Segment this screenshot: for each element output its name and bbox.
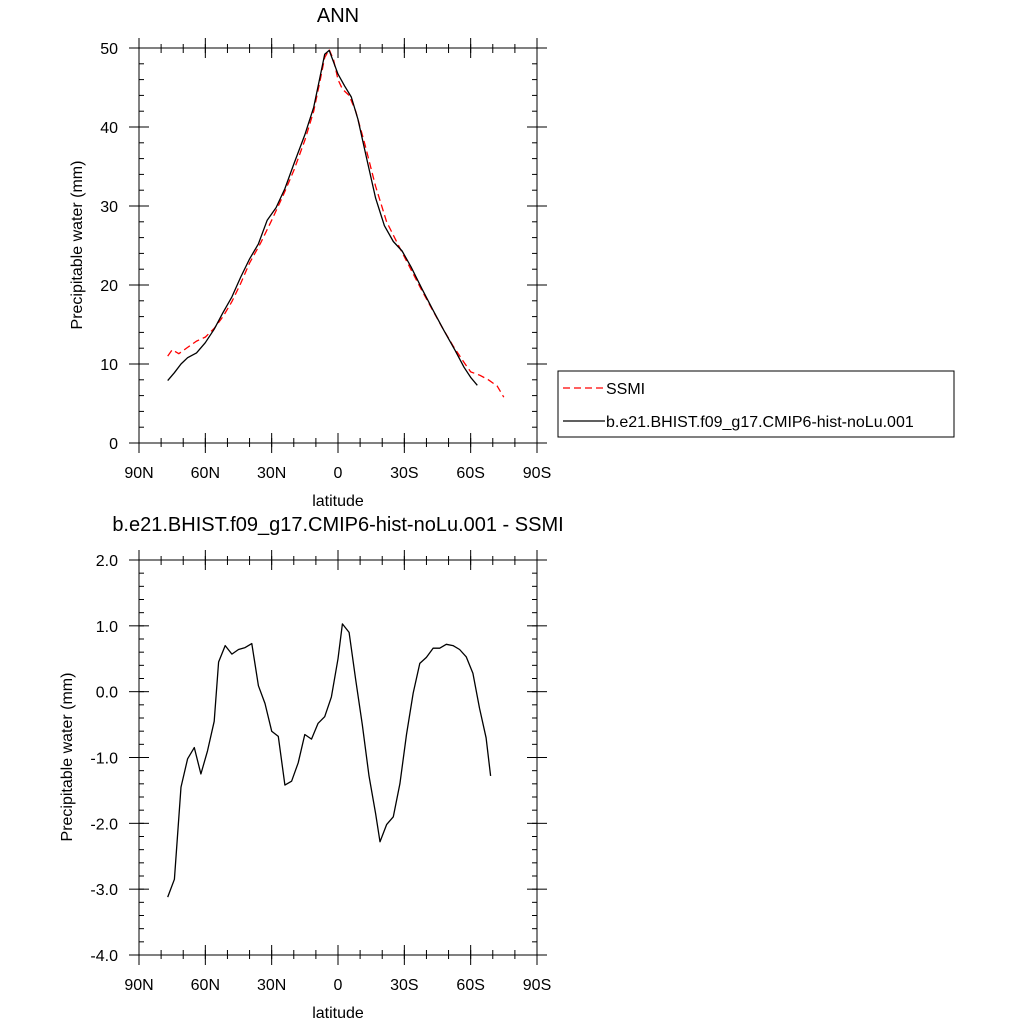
y-tick-label: -4.0 <box>90 948 118 965</box>
y-tick-label: -2.0 <box>90 816 118 833</box>
legend: SSMI b.e21.BHIST.f09_g17.CMIP6-hist-noLu… <box>557 370 955 438</box>
plot-frame <box>138 559 538 956</box>
x-tick-label: 30S <box>390 977 418 994</box>
y-tick-label: 0.0 <box>96 685 118 702</box>
x-axis-label: latitude <box>312 1005 364 1022</box>
y-tick-label: 40 <box>100 120 118 137</box>
y-tick-label: -3.0 <box>90 882 118 899</box>
chart-title: b.e21.BHIST.f09_g17.CMIP6-hist-noLu.001 … <box>112 514 563 536</box>
x-tick-label: 30N <box>257 977 286 994</box>
y-tick-labels: 0 10 20 30 40 50 <box>100 41 118 453</box>
series-line-b-e21-bhist-f09-g17-cmip6-hist-nolu-001 <box>167 49 478 386</box>
chart-model-minus-ssmi: b.e21.BHIST.f09_g17.CMIP6-hist-noLu.001 … <box>59 514 564 1022</box>
y-tick-label: -1.0 <box>90 751 118 768</box>
series-line-ssmi <box>167 48 505 398</box>
axis-ticks <box>129 550 547 965</box>
x-tick-label: 0 <box>334 465 343 482</box>
y-axis-label: Precipitable water (mm) <box>69 161 86 330</box>
x-tick-label: 30S <box>390 465 418 482</box>
x-tick-labels: 90N 60N 30N 0 30S 60S 90S <box>124 977 551 994</box>
y-tick-label: 30 <box>100 199 118 216</box>
series-layer <box>167 623 492 898</box>
x-tick-label: 60S <box>456 465 484 482</box>
chart-title: ANN <box>317 5 359 27</box>
x-tick-label: 90N <box>124 977 153 994</box>
y-tick-label: 50 <box>100 41 118 58</box>
chart-precipitable-water-annual: ANN 90N 60N 30N 0 30S 60S 90S 0 10 20 30 40 50 lati… <box>69 5 955 510</box>
y-tick-label: 2.0 <box>96 553 118 570</box>
y-tick-label: 10 <box>100 357 118 374</box>
legend-label-ssmi: SSMI <box>606 381 645 398</box>
y-tick-labels: 2.0 1.0 0.0 -1.0 -2.0 -3.0 -4.0 <box>90 553 118 965</box>
y-tick-label: 0 <box>109 436 118 453</box>
x-tick-label: 60N <box>191 465 220 482</box>
legend-box <box>557 370 955 438</box>
plot-frame <box>138 47 538 444</box>
x-axis-label: latitude <box>312 493 364 510</box>
x-tick-label: 60N <box>191 977 220 994</box>
x-tick-labels: 90N 60N 30N 0 30S 60S 90S <box>124 465 551 482</box>
x-tick-label: 90N <box>124 465 153 482</box>
axis-ticks <box>129 38 547 453</box>
y-axis-label: Precipitable water (mm) <box>59 673 76 842</box>
y-tick-label: 20 <box>100 278 118 295</box>
series-line-difference <box>167 623 492 898</box>
y-tick-label: 1.0 <box>96 619 118 636</box>
x-tick-label: 0 <box>334 977 343 994</box>
x-tick-label: 90S <box>523 465 551 482</box>
series-layer <box>167 48 505 398</box>
legend-label-model: b.e21.BHIST.f09_g17.CMIP6-hist-noLu.001 <box>606 414 914 431</box>
x-tick-label: 90S <box>523 977 551 994</box>
x-tick-label: 60S <box>456 977 484 994</box>
x-tick-label: 30N <box>257 465 286 482</box>
